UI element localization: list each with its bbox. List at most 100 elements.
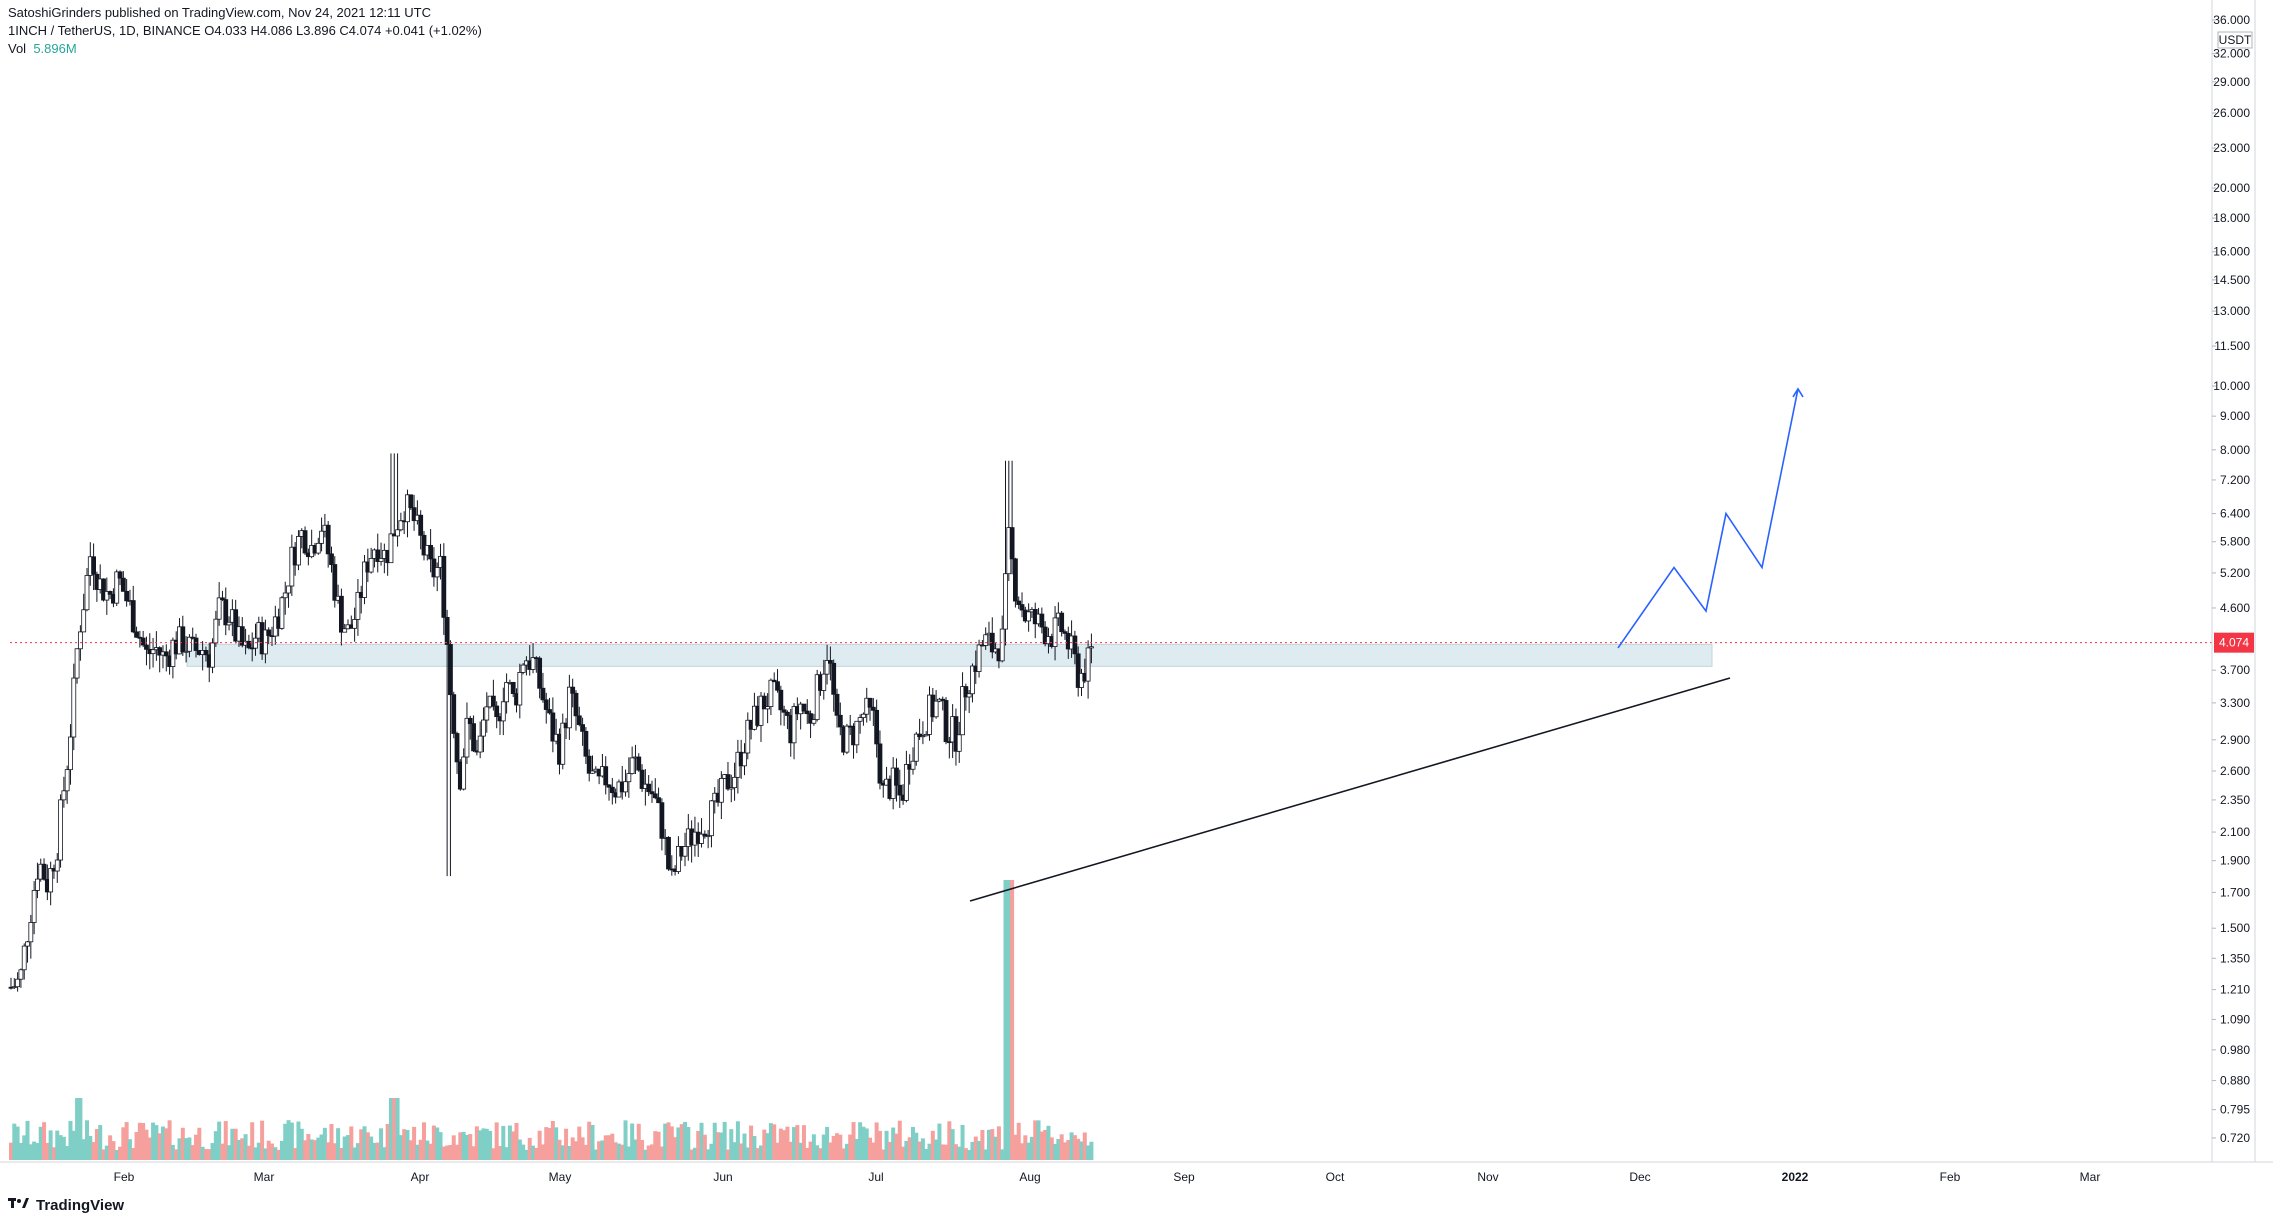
volume-bar — [124, 1122, 129, 1160]
price-tick-label: 4.600 — [2220, 601, 2250, 615]
current-price-badge — [2214, 632, 2254, 653]
candle-body — [520, 664, 526, 673]
candle-body — [144, 644, 149, 650]
price-tick-label: 36.000 — [2213, 13, 2250, 27]
candle-body — [771, 679, 777, 683]
volume-bar — [537, 1130, 542, 1160]
price-unit-label: USDT — [2219, 33, 2252, 47]
volume-bar — [461, 1131, 466, 1160]
volume-bar — [210, 1143, 215, 1160]
tradingview-logo-icon — [8, 1196, 30, 1214]
candle-body — [1039, 613, 1045, 628]
volume-bar — [884, 1130, 889, 1160]
volume-bar — [540, 1144, 545, 1160]
candle-body — [1016, 600, 1022, 605]
candle-body — [134, 631, 139, 638]
candle-body — [464, 717, 470, 758]
candle-body — [451, 694, 457, 734]
volume-bar — [256, 1142, 261, 1160]
candle-body — [903, 764, 909, 801]
volume-bar — [355, 1143, 360, 1160]
volume-bar — [511, 1131, 516, 1160]
candle-body — [603, 766, 609, 786]
volume-bar — [118, 1146, 123, 1160]
volume-bar — [633, 1139, 638, 1160]
candle-body — [35, 878, 40, 891]
volume-bar — [203, 1149, 208, 1160]
volume-bar — [825, 1127, 830, 1160]
volume-bar — [322, 1127, 327, 1160]
candle-body — [1042, 626, 1048, 645]
time-tick-label: 2022 — [1782, 1170, 1809, 1184]
candle-body — [54, 859, 60, 872]
volume-bar — [38, 1126, 43, 1160]
volume-bar — [1006, 880, 1011, 1160]
volume-bar — [471, 1146, 476, 1160]
candle-body — [609, 786, 615, 794]
volume-bar — [1016, 1122, 1021, 1160]
volume-bar — [669, 1126, 674, 1160]
price-unit-badge — [2217, 31, 2253, 49]
candle-body — [58, 799, 63, 861]
volume-bar — [177, 1138, 182, 1160]
candle-body — [550, 712, 556, 742]
support-zone-layer — [186, 643, 1713, 667]
candle-body — [1009, 527, 1015, 560]
volume-bar — [795, 1125, 800, 1160]
volume-bar — [336, 1128, 341, 1160]
volume-bar — [521, 1144, 526, 1160]
volume-bar — [834, 1133, 839, 1160]
candle-body — [940, 698, 946, 701]
volume-bar — [121, 1127, 126, 1160]
time-tick-label: Feb — [114, 1170, 135, 1184]
volume-bar — [656, 1131, 661, 1160]
volume-bar — [253, 1147, 258, 1160]
volume-bar — [127, 1139, 132, 1160]
candle-body — [910, 760, 916, 770]
time-tick-label: May — [549, 1170, 572, 1184]
candle-body — [775, 681, 780, 691]
candle-body — [877, 743, 883, 784]
volume-bar — [917, 1141, 922, 1160]
price-tick-label: 0.880 — [2220, 1074, 2250, 1088]
price-tick-label: 2.600 — [2220, 764, 2250, 778]
candle-body — [74, 648, 80, 679]
volume-bar — [501, 1125, 506, 1160]
volume-bar — [610, 1133, 615, 1160]
candle-body — [705, 835, 711, 838]
price-tick-label: 1.210 — [2220, 983, 2250, 997]
volume-bar — [719, 1132, 724, 1160]
candle-body — [286, 585, 291, 594]
drawings — [10, 387, 2212, 902]
volume-bar — [874, 1122, 879, 1160]
candle-body — [355, 591, 361, 620]
volume-bar — [920, 1138, 925, 1160]
price-tick-label: 1.700 — [2220, 885, 2250, 899]
volume-bar — [385, 1123, 390, 1160]
volume-bar — [51, 1147, 56, 1160]
volume-line: Vol 5.896M — [8, 40, 482, 58]
volume-bar — [266, 1140, 271, 1160]
volume-bar — [623, 1120, 628, 1160]
volume-bar — [147, 1137, 152, 1160]
volume-bar — [309, 1139, 314, 1160]
volume-bar — [927, 1143, 932, 1160]
volume-bar — [32, 1141, 37, 1160]
candle-body — [395, 529, 400, 537]
candle-body — [84, 575, 90, 611]
volume-bar — [749, 1125, 754, 1160]
candle-body — [894, 767, 899, 786]
volume-bar — [379, 1128, 384, 1160]
volume-bar — [699, 1122, 704, 1160]
time-tick-label: Sep — [1173, 1170, 1195, 1184]
volume-bar — [316, 1137, 321, 1160]
candle-body — [18, 969, 24, 980]
volume-bar — [649, 1144, 654, 1160]
candlesticks — [8, 453, 1094, 992]
tradingview-logo[interactable]: TradingView — [8, 1196, 124, 1214]
volume-bar — [960, 1124, 965, 1160]
volume-bar — [9, 1142, 13, 1160]
volume-bar — [415, 1144, 420, 1160]
candle-body — [1026, 611, 1032, 622]
